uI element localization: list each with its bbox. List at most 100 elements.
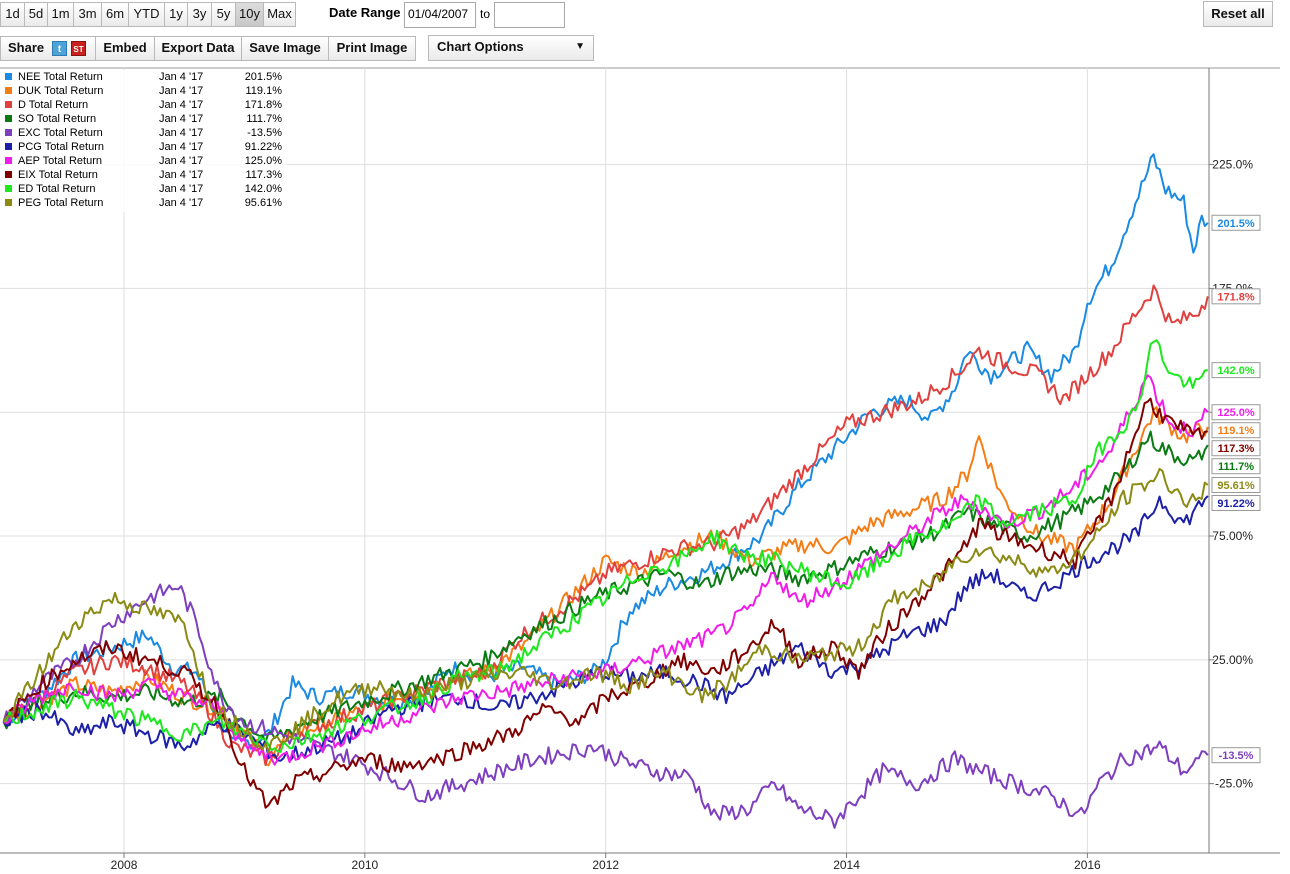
- stocktwits-icon[interactable]: ST: [71, 41, 86, 56]
- legend-date: Jan 4 '17: [159, 127, 204, 139]
- chart-options-label: Chart Options: [437, 39, 524, 54]
- end-label-box: [1211, 440, 1261, 457]
- legend-swatch: [5, 87, 12, 94]
- reset-all-button[interactable]: Reset all: [1203, 1, 1273, 27]
- legend-date: Jan 4 '17: [159, 71, 204, 83]
- export-data-button[interactable]: Export Data: [154, 36, 242, 61]
- x-tick-label: 2014: [833, 858, 860, 872]
- legend-item[interactable]: SO Total Return Jan 4 '17 111.7%: [5, 112, 285, 126]
- series-line-ed: [3, 339, 1208, 753]
- legend-swatch: [5, 129, 12, 136]
- y-tick-label: -25.0%: [1215, 777, 1253, 791]
- legend-swatch: [5, 185, 12, 192]
- end-label-ed: 142.0%: [1217, 365, 1255, 377]
- legend-date: Jan 4 '17: [159, 169, 204, 181]
- legend-item[interactable]: DUK Total Return Jan 4 '17 119.1%: [5, 84, 285, 98]
- legend-swatch: [5, 199, 12, 206]
- end-label-box: [1211, 214, 1261, 231]
- range-button-1m[interactable]: 1m: [47, 2, 74, 27]
- legend-date: Jan 4 '17: [159, 141, 204, 153]
- x-tick-label: 2016: [1074, 858, 1101, 872]
- x-tick-label: 2010: [352, 858, 379, 872]
- legend-item[interactable]: AEP Total Return Jan 4 '17 125.0%: [5, 154, 285, 168]
- end-label-d: 171.8%: [1217, 291, 1255, 303]
- legend-series-name: AEP Total Return: [18, 155, 102, 167]
- share-label: Share: [8, 40, 45, 55]
- range-button-5y[interactable]: 5y: [211, 2, 236, 27]
- series-line-pcg: [2, 495, 1209, 762]
- legend-value: 91.22%: [244, 141, 282, 153]
- end-label-pcg: 91.22%: [1217, 498, 1255, 510]
- legend-value: 142.0%: [244, 183, 282, 195]
- save-image-button[interactable]: Save Image: [241, 36, 329, 61]
- series-line-eix: [2, 397, 1208, 809]
- legend-series-name: PCG Total Return: [18, 141, 105, 153]
- date-range-label: Date Range: [329, 5, 401, 20]
- legend-date: Jan 4 '17: [159, 99, 204, 111]
- range-button-3y[interactable]: 3y: [187, 2, 212, 27]
- end-label-box: [1211, 404, 1261, 421]
- legend-value: 171.8%: [244, 99, 282, 111]
- twitter-icon[interactable]: t: [52, 41, 67, 56]
- legend-value: 201.5%: [244, 71, 282, 83]
- legend-date: Jan 4 '17: [159, 85, 204, 97]
- date-to-input[interactable]: [494, 2, 565, 28]
- range-button-1y[interactable]: 1y: [164, 2, 188, 27]
- end-label-box: [1211, 458, 1261, 475]
- legend-date: Jan 4 '17: [159, 197, 204, 209]
- legend-series-name: SO Total Return: [18, 113, 97, 125]
- end-label-peg: 95.61%: [1217, 480, 1255, 492]
- print-image-button[interactable]: Print Image: [328, 36, 416, 61]
- legend-series-name: D Total Return: [18, 99, 89, 111]
- end-label-box: [1211, 362, 1261, 379]
- end-label-box: [1211, 747, 1261, 764]
- end-label-so: 111.7%: [1218, 461, 1254, 473]
- y-tick-label: 25.00%: [1212, 653, 1253, 667]
- legend-value: -13.5%: [247, 127, 282, 139]
- legend-swatch: [5, 157, 12, 164]
- legend-item[interactable]: NEE Total Return Jan 4 '17 201.5%: [5, 70, 285, 84]
- legend-value: 119.1%: [245, 85, 283, 97]
- date-from-input[interactable]: 01/04/2007: [404, 2, 476, 28]
- legend-swatch: [5, 143, 12, 150]
- legend-series-name: PEG Total Return: [18, 197, 104, 209]
- range-button-max[interactable]: Max: [263, 2, 296, 27]
- end-label-box: [1211, 422, 1261, 439]
- legend-value: 125.0%: [244, 155, 282, 167]
- legend-value: 95.61%: [244, 197, 282, 209]
- end-label-nee: 201.5%: [1217, 218, 1255, 230]
- y-tick-label: 225.0%: [1212, 158, 1253, 172]
- legend-swatch: [5, 115, 12, 122]
- range-button-6m[interactable]: 6m: [101, 2, 129, 27]
- end-label-eix: 117.3%: [1218, 443, 1255, 455]
- legend-item[interactable]: EIX Total Return Jan 4 '17 117.3%: [5, 168, 285, 182]
- x-tick-label: 2008: [111, 858, 138, 872]
- chart-options-dropdown[interactable]: Chart Options ▼: [428, 35, 594, 61]
- range-button-1d[interactable]: 1d: [0, 2, 25, 27]
- series-line-exc: [2, 583, 1209, 829]
- legend-series-name: EXC Total Return: [18, 127, 103, 139]
- legend-date: Jan 4 '17: [159, 113, 204, 125]
- legend-value: 117.3%: [245, 169, 283, 181]
- range-button-5d[interactable]: 5d: [24, 2, 48, 27]
- series-line-peg: [2, 467, 1209, 753]
- legend-item[interactable]: D Total Return Jan 4 '17 171.8%: [5, 98, 285, 112]
- legend-swatch: [5, 73, 12, 80]
- legend-item[interactable]: ED Total Return Jan 4 '17 142.0%: [5, 182, 285, 196]
- legend-series-name: EIX Total Return: [18, 169, 98, 181]
- end-label-aep: 125.0%: [1217, 407, 1255, 419]
- legend-item[interactable]: PCG Total Return Jan 4 '17 91.22%: [5, 140, 285, 154]
- legend-series-name: ED Total Return: [18, 183, 96, 195]
- legend-value: 111.7%: [246, 113, 282, 125]
- chevron-down-icon: ▼: [575, 41, 585, 52]
- y-tick-label: 75.00%: [1212, 529, 1253, 543]
- x-tick-label: 2012: [592, 858, 619, 872]
- legend-background: [2, 70, 287, 212]
- legend-date: Jan 4 '17: [159, 155, 204, 167]
- range-button-10y[interactable]: 10y: [235, 2, 264, 27]
- legend-item[interactable]: PEG Total Return Jan 4 '17 95.61%: [5, 196, 285, 210]
- end-label-exc: -13.5%: [1219, 750, 1254, 762]
- legend-item[interactable]: EXC Total Return Jan 4 '17 -13.5%: [5, 126, 285, 140]
- end-label-box: [1211, 288, 1261, 305]
- legend-swatch: [5, 101, 12, 108]
